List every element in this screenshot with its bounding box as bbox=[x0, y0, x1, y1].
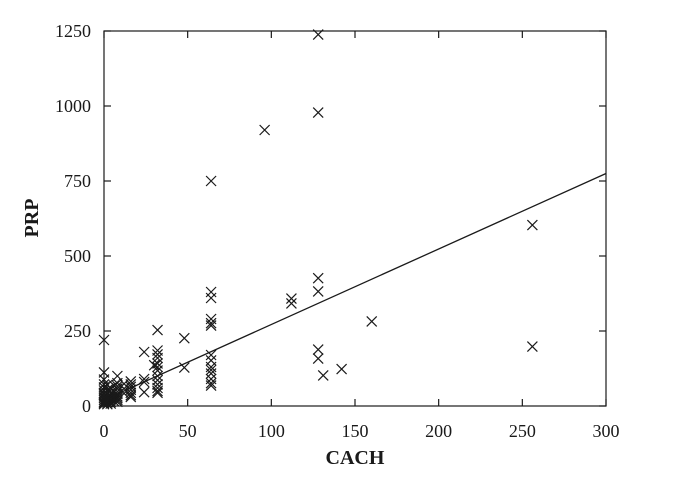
data-point bbox=[259, 124, 271, 136]
data-point bbox=[205, 364, 217, 376]
y-tick-labels: 0 250 500 750 1000 1250 bbox=[55, 21, 91, 416]
plot-frame bbox=[103, 30, 607, 407]
data-point bbox=[148, 359, 160, 371]
data-point bbox=[125, 391, 137, 403]
data-point bbox=[205, 368, 217, 380]
data-point bbox=[205, 286, 217, 298]
data-point bbox=[152, 385, 163, 397]
y-tick-label: 500 bbox=[64, 246, 91, 266]
data-point bbox=[317, 369, 329, 381]
data-point bbox=[152, 370, 163, 382]
x-tick-label: 250 bbox=[509, 421, 536, 441]
data-point bbox=[205, 380, 217, 392]
data-point bbox=[205, 292, 217, 304]
data-point bbox=[178, 362, 190, 374]
data-point bbox=[152, 365, 163, 377]
data-point bbox=[526, 219, 538, 231]
data-point bbox=[526, 341, 538, 353]
data-point bbox=[205, 377, 217, 389]
data-point bbox=[101, 379, 113, 391]
data-point bbox=[152, 361, 163, 373]
data-point bbox=[98, 394, 110, 406]
data-point bbox=[98, 398, 110, 410]
data-point bbox=[366, 315, 378, 327]
data-point bbox=[336, 363, 348, 375]
data-point bbox=[98, 374, 110, 386]
data-point bbox=[98, 396, 110, 408]
data-point bbox=[285, 297, 297, 309]
y-axis-label: PRP bbox=[21, 199, 43, 238]
data-point bbox=[138, 346, 150, 358]
data-point bbox=[312, 353, 324, 365]
data-point bbox=[152, 374, 163, 386]
data-point bbox=[138, 386, 150, 398]
data-point bbox=[98, 397, 110, 409]
data-point bbox=[152, 324, 163, 336]
y-tick-label: 1250 bbox=[55, 21, 91, 41]
data-point bbox=[312, 272, 324, 284]
data-point bbox=[312, 285, 324, 297]
data-point bbox=[138, 373, 150, 385]
y-tick-label: 750 bbox=[64, 171, 91, 191]
x-axis-label: CACH bbox=[326, 447, 385, 469]
data-point bbox=[205, 175, 217, 187]
y-tick-label: 0 bbox=[82, 396, 91, 416]
x-tick-label: 0 bbox=[100, 421, 109, 441]
x-tick-label: 100 bbox=[258, 421, 285, 441]
x-tick-label: 50 bbox=[179, 421, 197, 441]
data-point bbox=[152, 348, 163, 360]
data-point bbox=[111, 377, 123, 389]
data-point bbox=[98, 334, 110, 346]
trend-line bbox=[103, 172, 607, 401]
data-points bbox=[98, 29, 538, 410]
y-tick-label: 1000 bbox=[55, 96, 91, 116]
y-tick-label: 250 bbox=[64, 321, 91, 341]
axis-ticks bbox=[103, 30, 607, 407]
data-point bbox=[285, 293, 297, 305]
data-point bbox=[178, 332, 190, 344]
data-point bbox=[205, 320, 217, 332]
data-point bbox=[312, 29, 324, 41]
data-point bbox=[312, 107, 324, 119]
data-point bbox=[312, 344, 324, 356]
data-point bbox=[205, 317, 217, 329]
trend-line-group bbox=[103, 172, 607, 401]
data-point bbox=[152, 387, 163, 399]
x-tick-label: 200 bbox=[425, 421, 452, 441]
data-point bbox=[152, 382, 163, 394]
x-tick-labels: 0 50 100 150 200 250 300 bbox=[100, 421, 620, 441]
data-point bbox=[138, 376, 150, 388]
data-point bbox=[152, 352, 163, 364]
x-tick-label: 300 bbox=[593, 421, 620, 441]
data-point bbox=[205, 349, 217, 361]
x-tick-label: 150 bbox=[342, 421, 369, 441]
